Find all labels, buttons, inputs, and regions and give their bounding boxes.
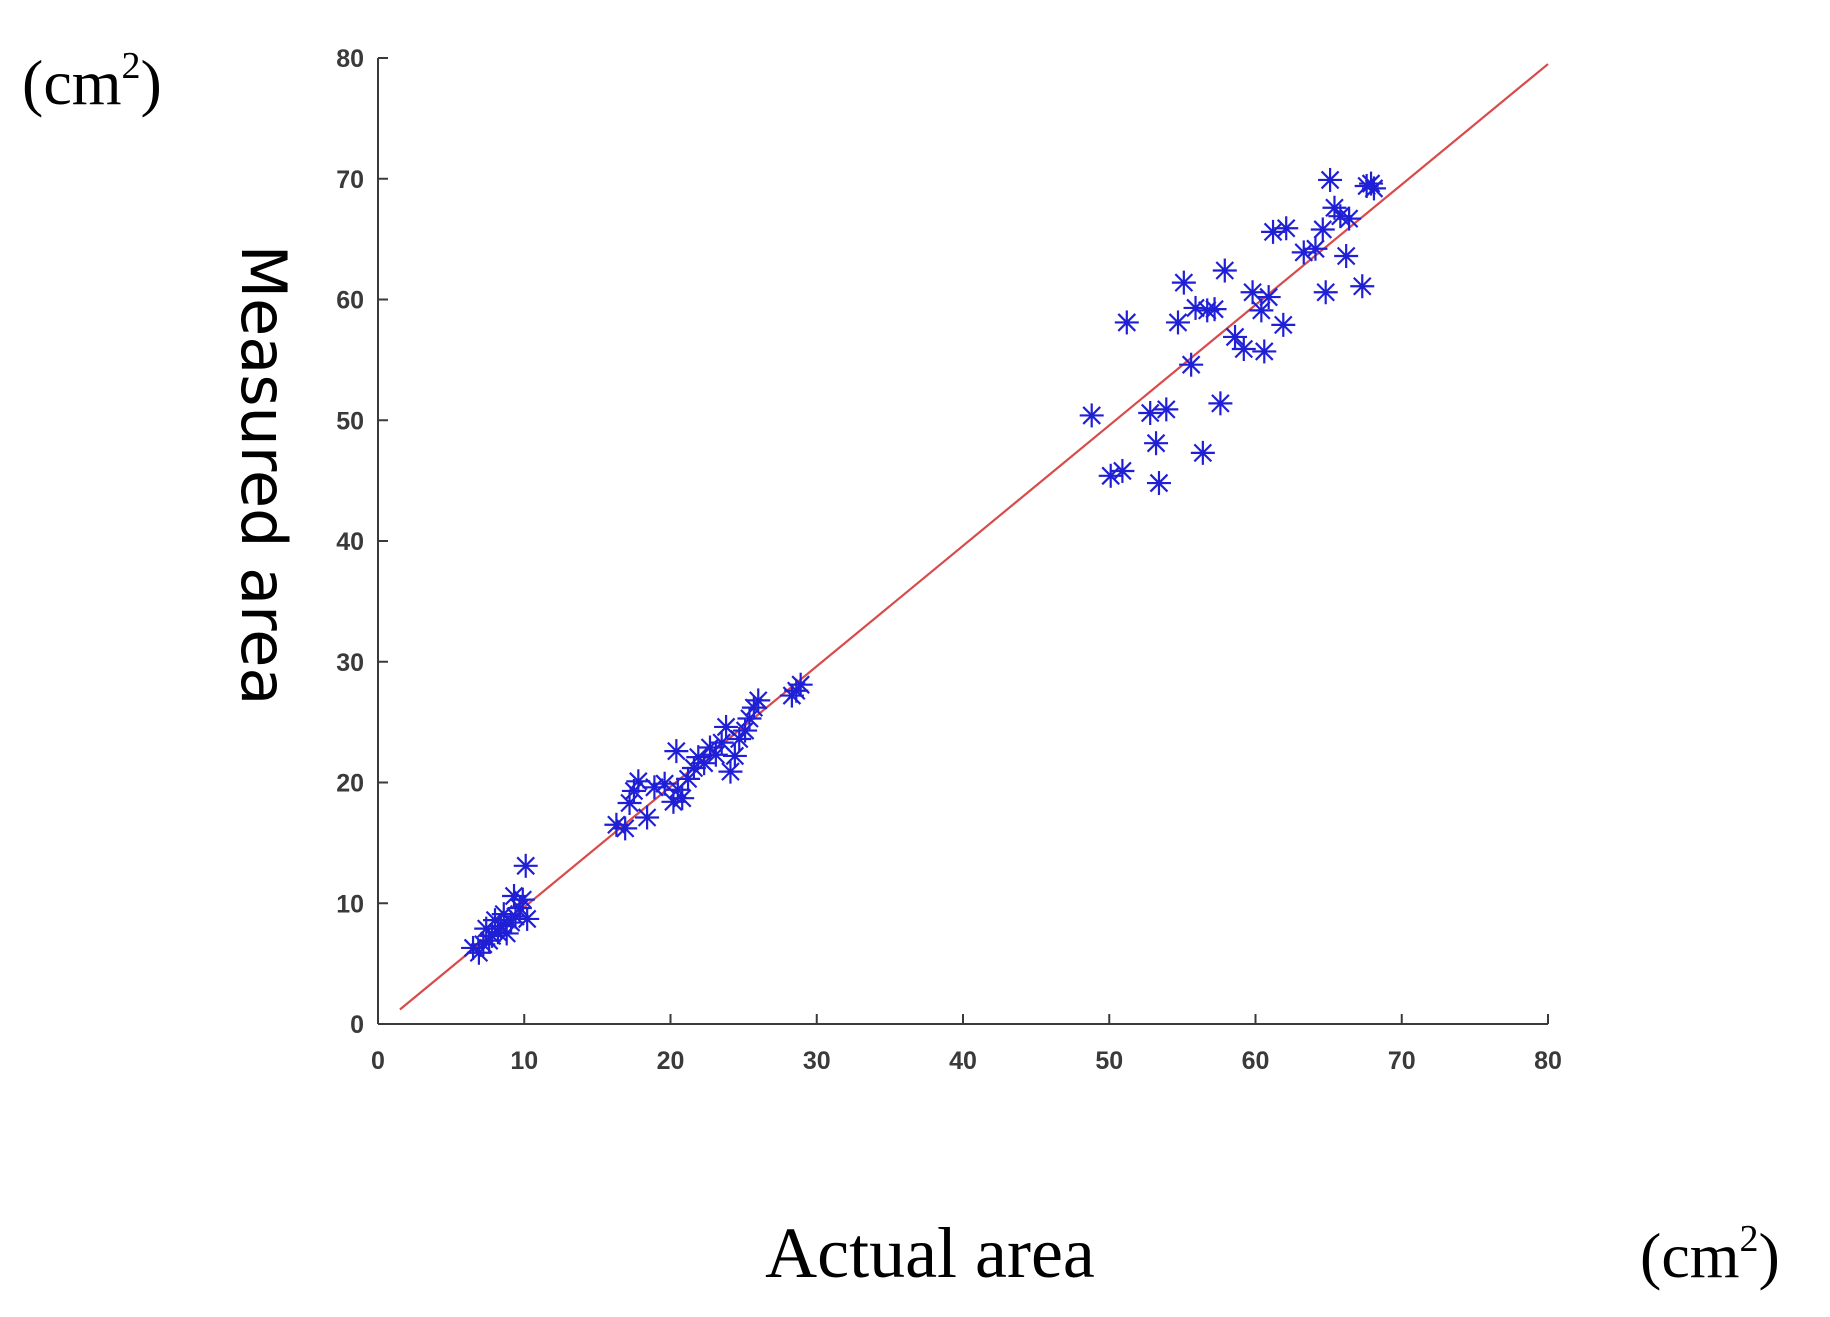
data-point xyxy=(1337,206,1362,231)
y-tick-label: 0 xyxy=(350,1011,364,1039)
y-unit-open: (cm xyxy=(22,47,122,118)
x-tick-label: 70 xyxy=(1388,1047,1416,1075)
x-tick-label: 20 xyxy=(657,1047,685,1075)
data-point xyxy=(746,688,771,713)
x-tick-label: 40 xyxy=(949,1047,977,1075)
x-tick-label: 50 xyxy=(1095,1047,1123,1075)
y-tick-label: 30 xyxy=(336,649,364,677)
x-tick-group: 0 10 20 30 40 50 60 70 80 xyxy=(371,1014,1562,1075)
data-point xyxy=(788,672,813,697)
x-tick-label: 10 xyxy=(510,1047,538,1075)
data-points xyxy=(461,167,1386,965)
y-unit-sup: 2 xyxy=(122,45,141,87)
data-point xyxy=(502,884,527,909)
x-unit-open: (cm xyxy=(1640,1220,1740,1291)
data-point xyxy=(1310,217,1335,242)
data-point xyxy=(1256,285,1281,310)
data-point xyxy=(1110,458,1135,483)
data-point xyxy=(1271,312,1296,337)
data-point xyxy=(1252,339,1277,364)
data-point xyxy=(1274,216,1299,241)
y-unit-label: (cm2) xyxy=(22,45,162,118)
data-point xyxy=(635,805,660,830)
data-point xyxy=(1146,471,1171,496)
data-point xyxy=(1144,431,1169,456)
data-point xyxy=(718,759,743,784)
data-point xyxy=(664,739,689,764)
data-point xyxy=(1334,244,1359,269)
y-unit-close: ) xyxy=(141,47,162,118)
y-tick-label: 70 xyxy=(336,166,364,194)
fit-line xyxy=(399,63,1549,1011)
data-point xyxy=(1318,167,1343,192)
data-point xyxy=(1138,401,1163,426)
data-point xyxy=(642,775,667,800)
data-point xyxy=(1098,463,1123,488)
y-tick-group: 0 10 20 30 40 50 60 70 80 xyxy=(336,45,388,1039)
data-point xyxy=(722,743,747,768)
data-point xyxy=(474,916,499,941)
y-tick-label: 50 xyxy=(336,407,364,435)
data-point xyxy=(670,786,695,811)
data-point xyxy=(621,778,646,803)
y-tick-label: 20 xyxy=(336,770,364,798)
data-point xyxy=(1202,297,1227,322)
data-point xyxy=(1154,397,1179,422)
data-point xyxy=(1223,324,1248,349)
x-unit-close: ) xyxy=(1759,1220,1780,1291)
data-point xyxy=(515,906,540,931)
x-tick-label: 30 xyxy=(803,1047,831,1075)
data-point xyxy=(1179,352,1204,377)
y-tick-label: 40 xyxy=(336,528,364,556)
data-point xyxy=(1208,391,1233,416)
data-point xyxy=(1350,274,1375,299)
data-point xyxy=(1249,298,1274,323)
x-tick-label: 80 xyxy=(1534,1047,1562,1075)
data-point xyxy=(1190,440,1215,465)
data-point xyxy=(1231,337,1256,362)
x-axis-title: Actual area xyxy=(765,1213,1095,1293)
axes xyxy=(377,58,1548,1025)
x-tick-label: 60 xyxy=(1242,1047,1270,1075)
data-point xyxy=(613,816,638,841)
data-point xyxy=(1212,258,1237,283)
data-point xyxy=(1359,171,1384,196)
data-point xyxy=(513,853,538,878)
x-unit-sup: 2 xyxy=(1740,1218,1759,1260)
y-tick-label: 60 xyxy=(336,287,364,315)
data-point xyxy=(1313,280,1338,305)
data-point xyxy=(1171,270,1196,295)
data-point xyxy=(1114,310,1139,335)
data-point xyxy=(741,695,766,720)
y-axis-title: Measured area xyxy=(227,245,300,706)
data-point xyxy=(1079,403,1104,428)
x-unit-label: (cm2) xyxy=(1640,1218,1780,1291)
data-point xyxy=(1303,236,1328,261)
y-tick-label: 10 xyxy=(336,890,364,918)
data-point xyxy=(784,678,809,703)
data-point xyxy=(1165,310,1190,335)
data-point xyxy=(626,769,651,794)
y-tick-label: 80 xyxy=(336,45,364,73)
data-point xyxy=(1354,173,1379,198)
x-tick-label: 0 xyxy=(371,1047,385,1075)
